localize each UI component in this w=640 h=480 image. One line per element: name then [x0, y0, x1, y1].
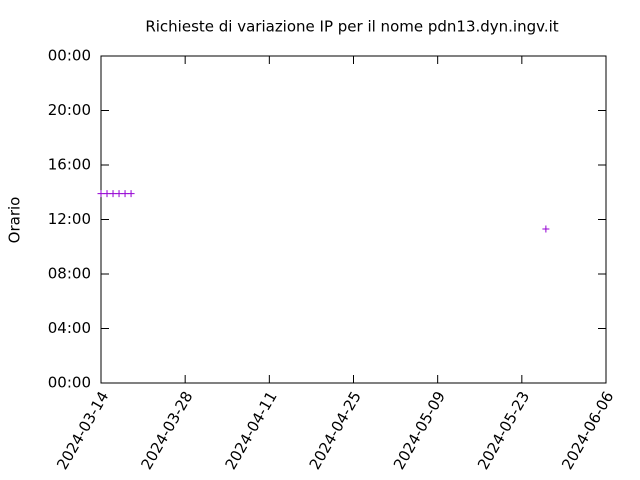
- y-tick-label: 04:00: [48, 319, 91, 337]
- point: [97, 190, 105, 198]
- point: [127, 190, 135, 198]
- y-tick-label: 00:00: [48, 47, 91, 65]
- point: [103, 190, 111, 198]
- y-tick-label: 00:00: [48, 374, 91, 392]
- chart-title: Richieste di variazione IP per il nome p…: [145, 18, 558, 36]
- y-tick-label: 12:00: [48, 210, 91, 228]
- y-tick-label: 08:00: [48, 265, 91, 283]
- point: [121, 190, 129, 198]
- point: [542, 225, 550, 233]
- y-axis-label: Orario: [6, 197, 24, 244]
- point: [109, 190, 117, 198]
- point: [115, 190, 123, 198]
- y-tick-label: 16:00: [48, 156, 91, 174]
- y-tick-label: 20:00: [48, 101, 91, 119]
